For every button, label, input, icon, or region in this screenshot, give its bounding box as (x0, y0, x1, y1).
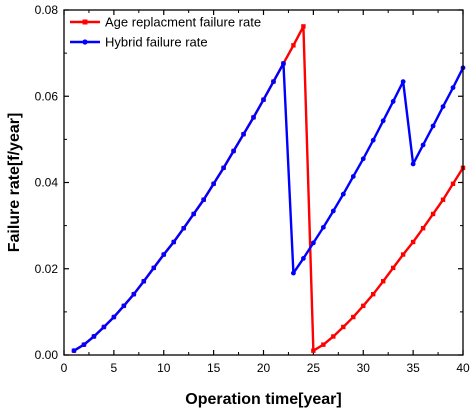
data-point (231, 148, 236, 154)
data-point (340, 191, 346, 197)
data-point (291, 270, 296, 276)
y-tick-label: 0.08 (35, 3, 59, 17)
data-point (161, 252, 167, 257)
data-point (321, 342, 326, 347)
legend-marker (82, 19, 88, 25)
data-point (211, 181, 217, 187)
data-point (111, 314, 117, 320)
data-point (410, 239, 416, 245)
plot-frame (63, 9, 464, 356)
data-point (81, 342, 87, 348)
x-tick-label: 30 (357, 361, 371, 375)
axis-ticks: 0 5 10 15 20 25 30 35 40 0.00 0.02 0.04 0.06 0.08 (35, 3, 470, 375)
series-age-replacement (71, 24, 466, 353)
data-point (350, 174, 356, 179)
data-point (440, 197, 446, 202)
data-point (151, 265, 157, 271)
y-axis-title: Failure rate[f/year] (6, 113, 23, 253)
data-point (341, 324, 346, 330)
data-point (410, 161, 416, 167)
data-point (420, 226, 426, 231)
data-point (131, 291, 137, 297)
data-point (91, 334, 97, 339)
data-point (181, 225, 187, 231)
plot-area (71, 24, 466, 354)
data-point (261, 97, 266, 103)
data-point (330, 208, 336, 214)
data-point (351, 314, 356, 320)
data-point (331, 334, 336, 339)
data-point (430, 211, 436, 217)
data-point (281, 61, 286, 66)
data-point (450, 85, 456, 91)
x-tick-label: 15 (207, 361, 221, 375)
x-tick-label: 35 (406, 361, 420, 375)
x-axis-title: Operation time[year] (185, 391, 341, 408)
data-point (291, 43, 296, 48)
x-tick-label: 20 (257, 361, 271, 375)
data-point (301, 24, 306, 29)
data-point (371, 291, 376, 297)
y-tick-label: 0.02 (35, 262, 59, 276)
data-point (440, 104, 446, 109)
data-point (191, 211, 197, 217)
data-point (380, 118, 386, 124)
data-point (320, 224, 326, 230)
y-tick-label: 0.04 (35, 176, 59, 190)
data-point (241, 131, 246, 137)
y-tick-label: 0.06 (35, 89, 59, 103)
legend: Age replacment failure rate Hybrid failur… (70, 15, 261, 50)
x-tick-label: 5 (111, 361, 118, 375)
data-point (251, 114, 256, 120)
data-point (101, 324, 107, 330)
data-point (370, 137, 376, 143)
legend-label: Age replacment failure rate (105, 15, 261, 30)
data-point (71, 348, 77, 354)
x-tick-label: 10 (157, 361, 171, 375)
x-tick-label: 0 (61, 361, 68, 375)
series-hybrid (71, 61, 466, 354)
data-point (141, 278, 147, 284)
data-point (400, 252, 406, 257)
data-point (390, 265, 396, 271)
x-tick-label: 40 (456, 361, 470, 375)
data-point (381, 279, 386, 284)
data-point (201, 197, 207, 203)
data-point (311, 348, 316, 353)
data-point (221, 165, 227, 171)
legend-label: Hybrid failure rate (105, 35, 208, 50)
data-point (420, 142, 426, 148)
data-point (271, 79, 276, 84)
data-point (171, 239, 177, 245)
series-line (73, 25, 465, 352)
legend-marker (82, 39, 88, 45)
data-point (360, 156, 366, 162)
data-point (361, 303, 366, 309)
data-point (400, 79, 406, 84)
data-point (390, 99, 396, 104)
y-tick-label: 0.00 (35, 348, 59, 362)
series-line (73, 62, 465, 352)
data-point (450, 181, 456, 186)
data-point (301, 256, 306, 261)
data-point (121, 303, 127, 309)
x-tick-label: 25 (307, 361, 321, 375)
data-point (430, 123, 436, 129)
data-point (310, 240, 316, 246)
